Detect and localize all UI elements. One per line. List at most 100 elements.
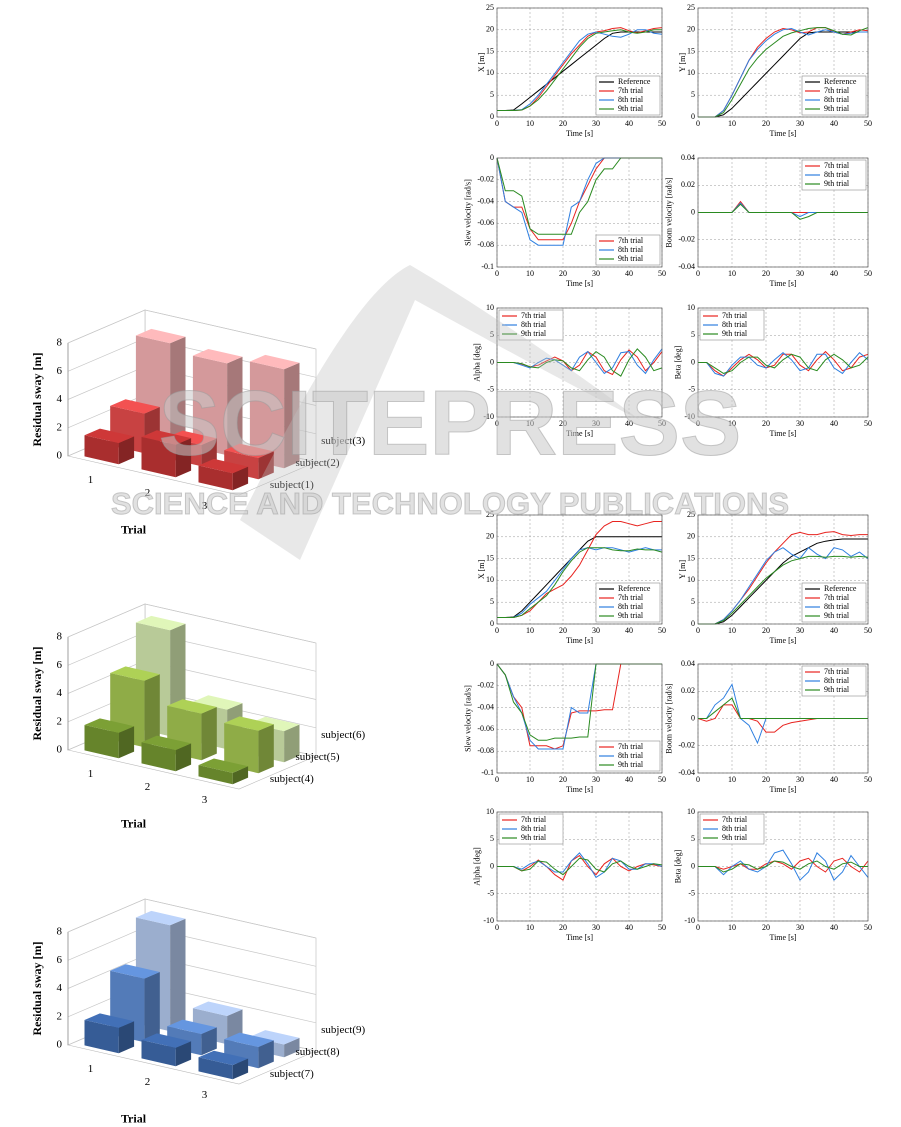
series-line [497, 348, 663, 377]
bar-front [84, 435, 119, 465]
y-tick-label: 0 [490, 112, 494, 121]
y-tick-label: 2 [57, 421, 63, 433]
bar-side [170, 336, 186, 443]
legend-label: subject(4) [270, 773, 314, 785]
legend-label: 8th trial [618, 245, 644, 254]
legend-label: 9th trial [722, 833, 748, 842]
y-tick-label: 10 [486, 68, 494, 77]
x-tick-label: 10 [728, 626, 736, 635]
x-tick-label: 40 [830, 269, 838, 278]
y-tick-label: 0.02 [681, 180, 695, 189]
bar-top [249, 354, 300, 370]
x-tick-label: 50 [658, 269, 666, 278]
legend-label: subject(7) [270, 1068, 314, 1080]
grid-line [67, 898, 317, 939]
x-tick-label: 30 [796, 119, 804, 128]
bar-top [167, 1019, 217, 1034]
legend-label: Reference [618, 584, 651, 593]
bar3d-chart: 0 2 4 6 8 Residual sway [m] subject(3) subject(… [30, 309, 365, 536]
x-tick-label: 40 [625, 119, 633, 128]
line-chart: -0.1 -0.08 -0.06 -0.04 -0.02 0 0 10 20 30 40 50 7th … [463, 153, 666, 288]
x-tick-label: 50 [658, 419, 666, 428]
y-tick-label: 5 [691, 834, 695, 843]
plot-frame [697, 514, 869, 625]
y-tick-label: -5 [487, 385, 494, 394]
bar-top [110, 666, 160, 681]
x-tick-label: 20 [559, 419, 567, 428]
legend-label: 7th trial [824, 667, 850, 676]
x-tick-label: 30 [796, 626, 804, 635]
plot-frame [697, 307, 869, 418]
bar-top [198, 1050, 249, 1066]
x-tick-label: 30 [796, 419, 804, 428]
y-tick-label: -5 [688, 385, 695, 394]
y-axis-title: Residual sway [m] [30, 646, 44, 740]
bar-side [201, 1027, 217, 1056]
x-tick-label: 0 [495, 923, 499, 932]
x-tick-label: 30 [592, 923, 600, 932]
y-axis-title: Residual sway [m] [30, 352, 44, 446]
legend-label: 8th trial [722, 320, 748, 329]
x-tick-label: 0 [696, 923, 700, 932]
x-tick-label: 2 [145, 1076, 151, 1088]
legend-label: subject(9) [321, 1024, 365, 1036]
y-tick-label: 20 [687, 25, 695, 34]
bar-top [198, 758, 249, 773]
x-tick-label: 20 [762, 119, 770, 128]
y-tick-label: 0 [691, 619, 695, 628]
x-tick-label: 20 [559, 923, 567, 932]
legend-label: 7th trial [521, 311, 547, 320]
legend-label: 9th trial [521, 833, 547, 842]
x-tick-label: 0 [696, 119, 700, 128]
y-tick-label: 5 [490, 597, 494, 606]
y-tick-label: 5 [490, 834, 494, 843]
y-tick-label: 8 [57, 337, 63, 349]
bar [84, 428, 135, 465]
x-tick-label: 50 [658, 775, 666, 784]
y-tick-label: -10 [483, 412, 494, 421]
y-tick-label: -0.04 [678, 262, 695, 271]
bar-side [232, 466, 249, 491]
legend-label: 8th trial [824, 95, 850, 104]
bar [198, 758, 249, 785]
bar [192, 349, 243, 456]
bar-front [141, 1040, 176, 1067]
x-tick-label: 2 [145, 487, 151, 499]
y-tick-label: -10 [684, 916, 695, 925]
x-axis-title: Time [s] [769, 785, 796, 794]
legend-label: 8th trial [722, 824, 748, 833]
series-line [497, 852, 663, 879]
x-tick-label: 10 [526, 775, 534, 784]
y-tick-label: 25 [687, 510, 695, 519]
y-tick-label: 15 [687, 553, 695, 562]
bar-front [141, 436, 176, 478]
bar-front [249, 361, 285, 469]
legend-label: Reference [824, 77, 857, 86]
bar-top [224, 443, 274, 458]
x-tick-label: 20 [762, 269, 770, 278]
x-tick-label: 10 [728, 775, 736, 784]
bar-top [224, 1032, 274, 1047]
legend-label: 7th trial [824, 161, 850, 170]
y-axis-title: X [m] [477, 53, 486, 73]
y-axis-title: Y [m] [678, 560, 687, 579]
x-tick-label: 50 [864, 269, 872, 278]
y-tick-label: 0.04 [681, 659, 695, 668]
x-axis-title: Trial [121, 1111, 147, 1125]
y-tick-label: 4 [57, 687, 63, 699]
legend-label: subject(2) [296, 457, 340, 469]
y-tick-label: -5 [487, 889, 494, 898]
y-tick-label: -0.1 [481, 262, 494, 271]
plot-frame [496, 811, 663, 922]
x-tick-label: 10 [728, 269, 736, 278]
bar-side [201, 707, 217, 761]
bar-side [232, 766, 249, 785]
bar-front [198, 465, 233, 491]
y-tick-label: 4 [57, 982, 63, 994]
y-tick-label: -0.04 [477, 702, 494, 711]
y-tick-label: 2 [57, 715, 63, 727]
legend-label: subject(6) [321, 729, 365, 741]
legend-label: 9th trial [618, 760, 644, 769]
